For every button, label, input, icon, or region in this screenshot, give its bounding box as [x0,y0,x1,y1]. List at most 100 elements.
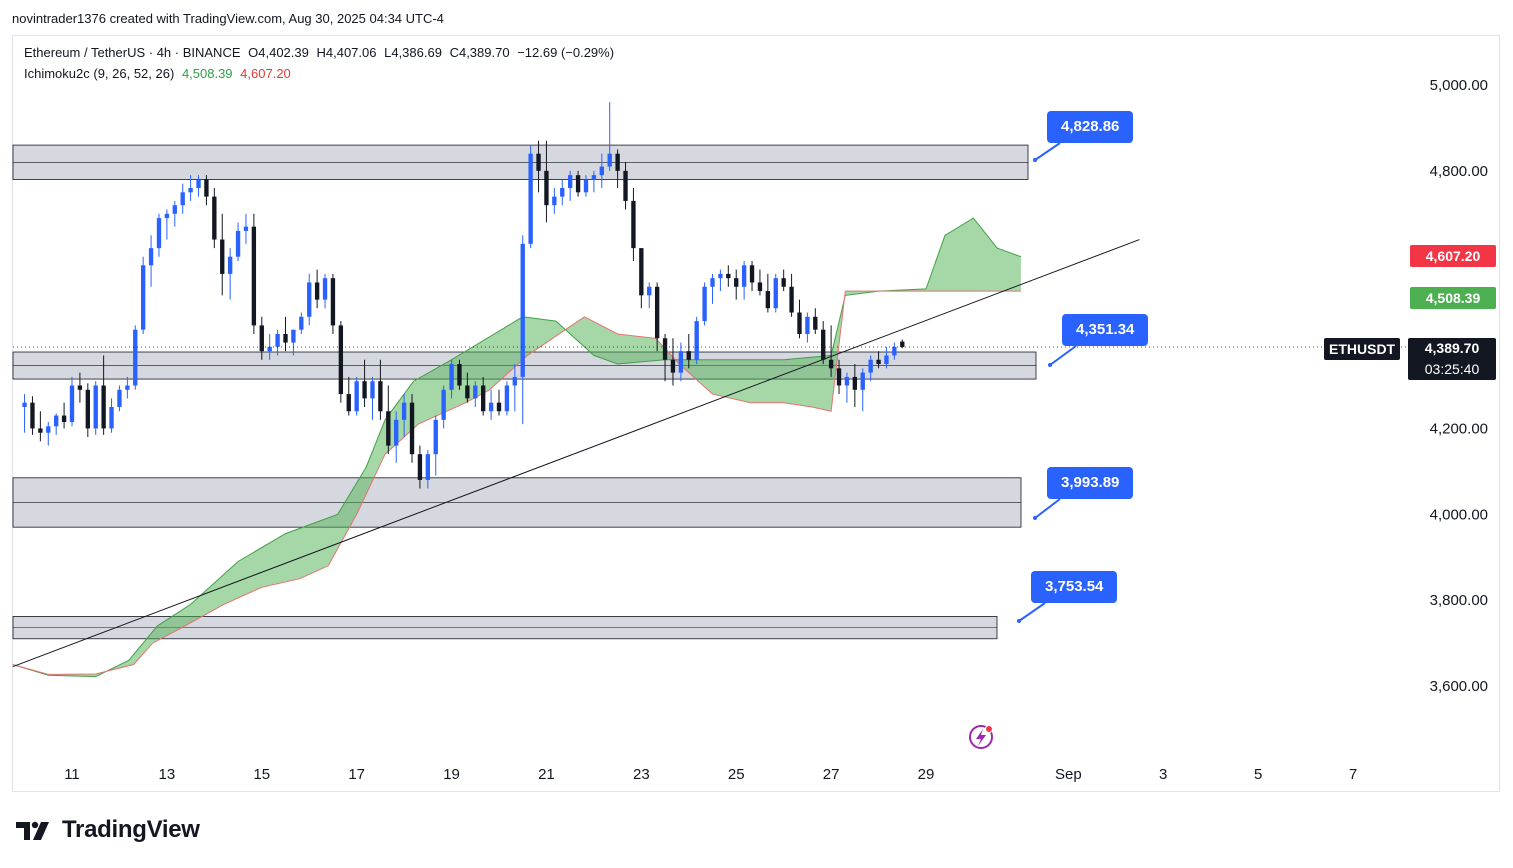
candle-body [615,153,620,171]
x-tick-label: 21 [538,766,555,783]
candle-body [749,265,755,283]
candle-body [836,368,842,386]
callout-pointer-layer [1017,142,1077,623]
candle-body [528,153,533,244]
candle-body [884,355,889,365]
candle-body [900,341,905,347]
callout-label[interactable]: 3,993.89 [1047,467,1134,499]
candle-body [860,372,865,390]
callout-label[interactable]: 3,753.54 [1031,571,1118,603]
callout-pointer [1018,602,1046,622]
y-tick-label: 5,000.00 [1430,77,1488,94]
candle-body [797,312,802,334]
candle-body [77,385,83,390]
candle-body [591,175,597,180]
callout-pointer-dot [1048,363,1052,367]
candle-body [449,364,454,390]
candle-body [441,389,446,420]
candle-body [243,226,249,231]
candle-body [188,188,193,193]
change-value: −12.69 (−0.29%) [517,45,615,60]
axis-layer: 5,000.00 4,800.00 4,200.00 4,000.00 3,800.00… [64,77,1488,783]
callout-label[interactable]: 4,351.34 [1062,314,1149,346]
candle-body [734,278,739,287]
candle-body [93,385,98,429]
candle-body [291,329,296,343]
candle-body [678,351,684,373]
candle-body [125,385,130,390]
callout-pointer-dot [1033,158,1037,162]
tradingview-logo-icon [16,821,49,840]
candle-body [283,333,288,343]
candle-body [338,325,344,395]
candle-body [726,273,731,279]
symbol-name[interactable]: Ethereum / TetherUS · 4h · BINANCE [24,45,241,60]
candle-body [773,278,778,309]
candle-body [180,192,185,206]
candle-body [164,213,170,219]
candle-body [639,248,644,296]
candle-body [394,419,399,446]
chart-frame [12,35,1500,792]
x-tick-label: 7 [1349,766,1357,783]
indicator-name[interactable]: Ichimoku2c (9, 26, 52, 26) [24,66,175,81]
callout-pointer [1034,142,1061,161]
candle-body [148,248,154,266]
indicator-legend: Ichimoku2c (9, 26, 52, 26) 4,508.39 4,60… [24,66,295,81]
last-price-box: 4,389.70 03:25:40 [1408,338,1496,380]
candle-body [852,376,858,390]
y-tick-label: 4,800.00 [1430,163,1488,180]
ichimoku-cloud-layer [12,217,1022,678]
candle-body [536,153,541,171]
candle-body [299,316,304,330]
candle-body [85,389,90,429]
candle-body [69,385,75,422]
candle-body [267,346,272,352]
candle-body [330,278,336,326]
x-tick-label: 5 [1254,766,1262,783]
x-tick-label: 17 [348,766,365,783]
candle-body [259,325,264,352]
candle-body [30,402,35,429]
callout-label[interactable]: 4,828.86 [1047,111,1134,143]
candle-body [156,218,162,249]
candle-body [481,385,486,412]
candle-body [520,243,525,377]
candle-body [694,321,699,360]
candle-body [647,286,652,296]
candle-body [757,282,763,292]
candle-body [140,265,146,330]
candle-body [346,394,351,412]
candle-body [583,179,589,193]
candle-body [662,338,668,360]
candle-body [599,166,604,176]
candle-body [425,454,431,480]
candle-body [560,188,565,197]
candle-body [401,402,407,420]
x-tick-label: 11 [64,766,80,783]
candle-body [741,265,747,287]
tradingview-logo[interactable]: TradingView [16,816,200,844]
candle-layer [13,102,1408,489]
callout-pointer-dot [1017,619,1021,623]
candle-body [868,359,873,373]
candle-body [235,230,241,257]
candle-body [631,200,636,249]
x-tick-label: Sep [1055,766,1082,783]
candle-body [322,278,328,300]
open-value: O4,402.39 [248,45,309,60]
candle-body [488,402,494,412]
candle-body [544,170,549,206]
candle-body [828,359,834,369]
candle-body [710,278,715,287]
candle-body [22,402,27,407]
candle-body [433,419,438,455]
candle-body [892,346,897,356]
tradingview-wordmark: TradingView [62,816,200,843]
candle-body [275,333,280,347]
candle-body [876,359,881,365]
lightning-icon[interactable] [969,725,993,749]
x-tick-label: 13 [159,766,176,783]
callout-pointer [1049,345,1077,366]
